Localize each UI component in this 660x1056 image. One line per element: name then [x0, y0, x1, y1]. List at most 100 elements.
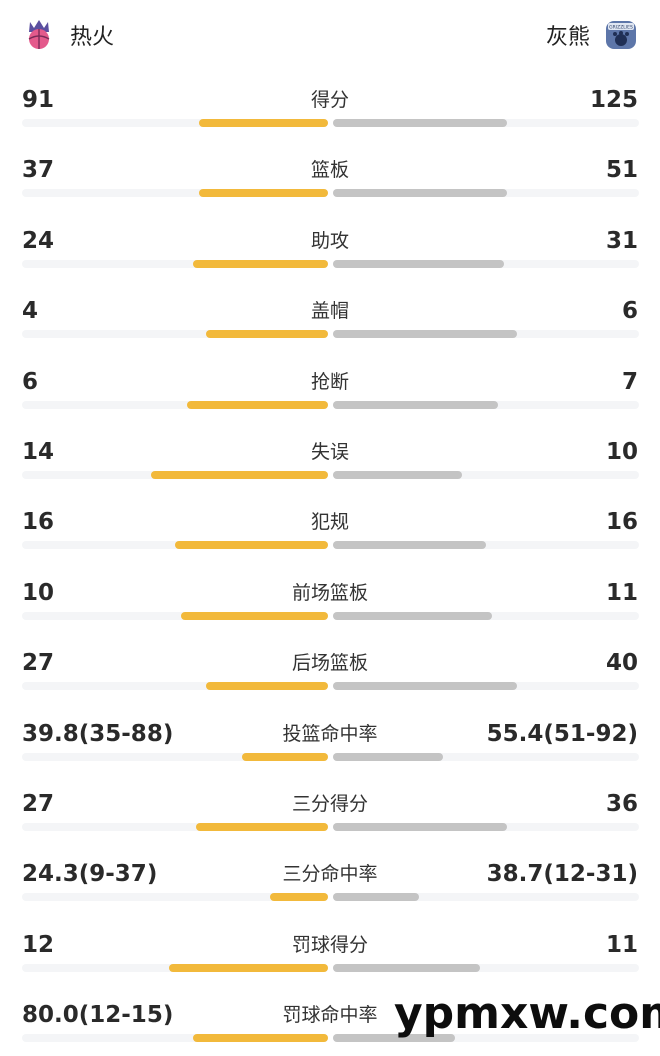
stat-row: 三分得分 27 36: [0, 790, 660, 860]
stat-row: 犯规 16 16: [0, 508, 660, 578]
stat-row: 盖帽 4 6: [0, 297, 660, 367]
away-stat-value: 16: [605, 509, 638, 536]
away-stat-value: 6: [621, 298, 638, 325]
away-team[interactable]: 灰熊 GRIZZLIES: [546, 18, 638, 52]
home-stat-value: 24: [22, 227, 55, 254]
away-stat-value: 36: [605, 791, 638, 817]
home-stat-bar: [151, 471, 328, 479]
home-stat-track: [22, 400, 328, 409]
away-stat-bar: [333, 259, 504, 268]
stat-row: 三分命中率 24.3(9-37) 38.7(12-31): [0, 860, 660, 930]
stat-label: 失误: [310, 441, 349, 463]
home-stat-bar: [199, 189, 328, 198]
home-stat-bar: [175, 541, 328, 550]
home-stat-track: [22, 541, 328, 550]
home-stat-track: [22, 682, 328, 691]
stat-label: 罚球得分: [291, 933, 368, 956]
home-stat-value: 12: [22, 931, 55, 958]
home-stat-value: 14: [22, 439, 55, 465]
home-stat-bar: [169, 963, 328, 972]
away-stat-bar: [333, 400, 498, 409]
stat-label: 后场篮板: [291, 652, 368, 675]
away-stat-track: [333, 611, 639, 620]
home-stat-value: 16: [22, 509, 55, 536]
stat-label: 犯规: [310, 511, 349, 534]
stat-label: 助攻: [310, 229, 349, 252]
away-stat-track: [333, 682, 639, 691]
away-stat-track: [333, 963, 639, 972]
away-stat-track: [333, 259, 639, 268]
away-stat-track: [333, 823, 639, 831]
away-stat-track: [333, 471, 639, 479]
away-stat-bar: [333, 893, 419, 902]
away-stat-track: [333, 400, 639, 409]
away-stat-value: 125: [589, 87, 638, 113]
home-stat-bar: [206, 682, 328, 691]
heat-logo-icon: [28, 20, 50, 49]
home-stat-value: 39.8(35-88): [22, 720, 174, 747]
stat-row: 助攻 24 31: [0, 227, 660, 297]
away-stat-track: [333, 893, 639, 902]
home-stat-track: [22, 1034, 328, 1043]
away-stat-bar: [333, 611, 492, 620]
away-stat-track: [333, 119, 639, 127]
away-stat-value: 11: [605, 931, 638, 958]
away-stat-value: 40: [605, 650, 638, 677]
away-stat-value: 11: [605, 579, 638, 606]
stat-label: 三分命中率: [282, 863, 378, 886]
away-stat-bar: [333, 752, 443, 761]
away-stat-bar: [333, 541, 486, 550]
away-stat-value: 51: [605, 157, 638, 184]
home-stat-bar: [193, 259, 328, 268]
stat-row: 投篮命中率 39.8(35-88) 55.4(51-92): [0, 720, 660, 790]
home-stat-track: [22, 893, 328, 902]
stat-label: 投篮命中率: [282, 722, 378, 745]
home-stat-bar: [181, 611, 328, 620]
stat-row: 抢断 6 7: [0, 368, 660, 438]
home-stat-bar: [242, 752, 328, 761]
home-stat-bar: [187, 400, 328, 409]
away-stat-value: 7: [621, 368, 638, 395]
away-stat-bar: [333, 682, 517, 691]
home-stat-value: 6: [22, 368, 39, 395]
home-stat-track: [22, 119, 328, 127]
stat-row: 前场篮板 10 11: [0, 579, 660, 649]
home-stat-value: 24.3(9-37): [22, 861, 158, 888]
away-stat-track: [333, 1034, 639, 1043]
home-stat-track: [22, 963, 328, 972]
away-stat-track: [333, 541, 639, 550]
stat-row: 篮板 37 51: [0, 156, 660, 226]
stat-row: 得分 91 125: [0, 86, 660, 156]
away-stat-value: 55.4(51-92): [486, 720, 638, 747]
away-stat-track: [333, 330, 639, 339]
watermark: ypmxw.com: [394, 988, 660, 1039]
stat-label: 盖帽: [310, 300, 349, 323]
stat-label: 抢断: [310, 370, 349, 393]
stat-label: 篮板: [310, 159, 349, 182]
away-stat-bar: [333, 1034, 455, 1043]
away-team-name: 灰熊: [545, 25, 590, 50]
home-stat-bar: [199, 119, 328, 127]
home-stat-track: [22, 471, 328, 479]
away-stat-value: 31: [605, 227, 638, 254]
home-stat-track: [22, 752, 328, 761]
grizzlies-logo-icon: GRIZZLIES: [606, 21, 636, 49]
home-stat-bar: [193, 1034, 328, 1043]
home-stat-value: 4: [22, 298, 39, 325]
home-stat-track: [22, 330, 328, 339]
home-stat-track: [22, 259, 328, 268]
home-team[interactable]: 热火: [22, 18, 114, 52]
away-stat-bar: [333, 330, 517, 339]
stat-row: 罚球得分 12 11: [0, 931, 660, 1001]
home-stat-value: 80.0(12-15): [22, 1002, 174, 1029]
away-stat-value: 10: [605, 439, 638, 465]
stat-row: 失误 14 10: [0, 438, 660, 508]
stat-label: 得分: [310, 89, 349, 111]
home-stat-track: [22, 823, 328, 831]
away-stat-bar: [333, 119, 507, 127]
away-stat-bar: [333, 823, 507, 831]
home-stat-value: 27: [22, 791, 55, 817]
home-stat-value: 37: [22, 157, 55, 184]
stat-label: 罚球命中率: [282, 1004, 378, 1027]
away-stat-bar: [333, 471, 462, 479]
